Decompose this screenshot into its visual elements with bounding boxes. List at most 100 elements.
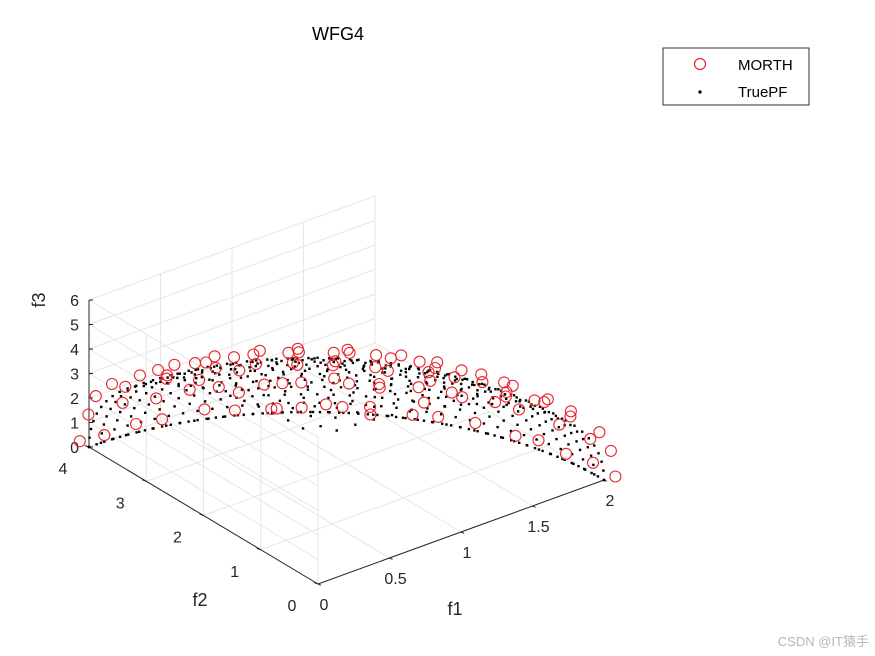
morth-point <box>469 416 482 430</box>
floor-gridline <box>146 376 433 482</box>
truepf-point <box>356 387 359 390</box>
morth-point <box>448 371 461 384</box>
truepf-point <box>144 382 147 386</box>
truepf-point <box>443 374 447 377</box>
truepf-point <box>593 473 596 476</box>
truepf-point <box>252 412 255 416</box>
truepf-point <box>177 397 180 400</box>
truepf-point <box>515 396 518 399</box>
truepf-point <box>460 394 463 397</box>
truepf-point <box>577 465 580 468</box>
truepf-point <box>431 421 435 424</box>
truepf-point <box>524 399 528 402</box>
morth-point <box>586 456 600 469</box>
truepf-point <box>436 375 439 378</box>
truepf-point <box>196 409 199 413</box>
truepf-point <box>313 405 316 408</box>
morth-point <box>270 402 283 415</box>
truepf-point <box>389 363 392 366</box>
truepf-point <box>404 367 407 371</box>
morth-point <box>456 391 469 404</box>
truepf-point <box>103 440 106 443</box>
truepf-point <box>437 372 440 375</box>
truepf-point <box>243 399 246 402</box>
truepf-point <box>505 397 508 400</box>
truepf-point <box>336 357 340 360</box>
truepf-point <box>441 422 444 425</box>
truepf-point <box>211 407 214 410</box>
truepf-point <box>266 358 269 361</box>
truepf-point <box>547 442 550 446</box>
truepf-point <box>589 454 593 457</box>
morth-point <box>489 396 502 409</box>
truepf-point <box>488 415 491 418</box>
truepf-point <box>394 415 398 419</box>
truepf-point <box>531 415 534 418</box>
truepf-point <box>351 361 355 365</box>
truepf-point <box>178 372 181 375</box>
truepf-point <box>158 408 161 411</box>
legend-box <box>662 47 810 106</box>
truepf-point <box>145 392 148 395</box>
truepf-point <box>361 367 365 371</box>
morth-point <box>336 401 349 414</box>
truepf-point <box>308 367 311 370</box>
truepf-point <box>126 424 129 427</box>
truepf-point <box>177 382 180 386</box>
truepf-point <box>463 377 466 380</box>
morth-point <box>498 376 511 389</box>
truepf-point <box>570 461 573 465</box>
truepf-point <box>355 380 359 383</box>
truepf-point <box>487 401 490 404</box>
y-axis-label: f2 <box>192 590 207 610</box>
morth-point <box>499 390 512 403</box>
z-tick-label: 1 <box>70 416 79 433</box>
truepf-point <box>596 475 600 478</box>
truepf-point <box>129 415 133 418</box>
truepf-point <box>501 436 505 439</box>
truepf-point <box>364 403 368 407</box>
truepf-point <box>222 415 225 418</box>
morth-point <box>73 435 86 448</box>
truepf-point <box>458 408 462 411</box>
truepf-point <box>445 423 448 426</box>
back-wall-gridline <box>88 299 319 438</box>
y-tick-mark <box>199 513 204 516</box>
truepf-point <box>385 414 388 418</box>
truepf-point <box>338 411 341 414</box>
truepf-point <box>233 368 237 371</box>
truepf-point <box>507 401 510 405</box>
truepf-point <box>452 399 455 402</box>
truepf-point <box>112 437 115 441</box>
morth-point <box>528 394 541 407</box>
truepf-point <box>395 406 398 409</box>
morth-point <box>341 343 354 356</box>
morth-point <box>168 358 181 371</box>
truepf-point <box>328 357 331 360</box>
truepf-point <box>150 386 154 389</box>
truepf-point <box>516 423 519 426</box>
morth-point <box>327 346 340 359</box>
truepf-point <box>123 403 127 406</box>
truepf-point <box>482 406 486 409</box>
truepf-point <box>409 389 412 393</box>
truepf-point <box>602 469 605 472</box>
x-tick-label: 2 <box>606 493 615 510</box>
morth-point <box>373 377 386 391</box>
morth-point <box>160 372 173 385</box>
truepf-point <box>229 368 233 371</box>
truepf-point <box>105 415 108 418</box>
truepf-point <box>165 424 168 427</box>
y-tick-mark <box>142 479 147 482</box>
truepf-point <box>275 361 278 364</box>
truepf-point <box>364 361 367 365</box>
morth-point <box>432 410 445 423</box>
truepf-point <box>133 407 136 410</box>
truepf-point <box>307 356 310 360</box>
truepf-point <box>442 376 445 380</box>
truepf-point <box>602 478 606 482</box>
truepf-point <box>416 376 420 379</box>
watermark: CSDN @IT猿手 <box>777 634 869 649</box>
truepf-point <box>437 396 440 400</box>
